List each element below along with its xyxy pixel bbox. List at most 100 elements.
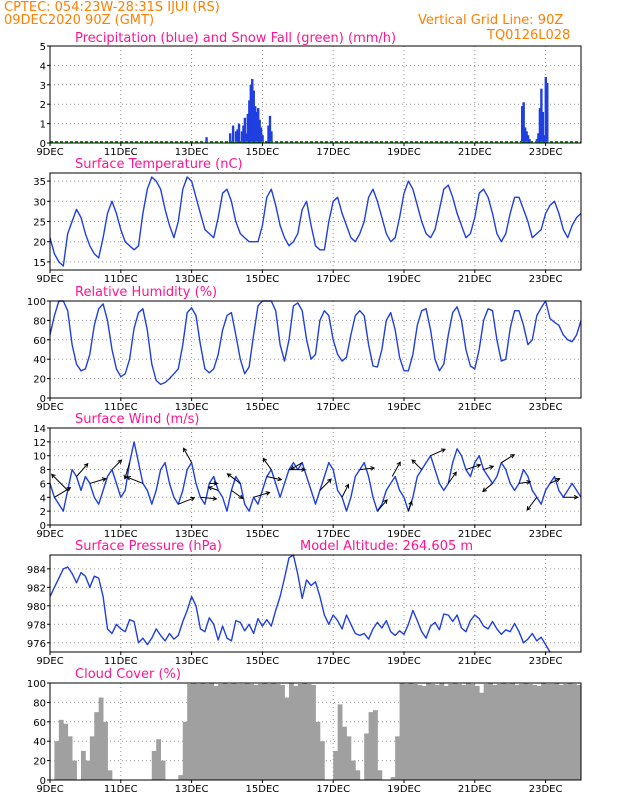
precip-bar-25 — [522, 102, 525, 143]
cloud-bar-111 — [541, 683, 546, 780]
cloud-bar-50 — [271, 683, 277, 780]
wind-arrow-15 — [266, 476, 283, 482]
xtick-label-rh-5: 19DEC — [387, 402, 421, 413]
wind-arrow-6 — [125, 476, 144, 484]
ytick-label-cloud-3: 60 — [33, 718, 46, 729]
precip-bar-4 — [236, 129, 239, 143]
cloud-bar-107 — [523, 683, 529, 780]
xtick-label-rh-7: 23DEC — [529, 402, 563, 413]
xtick-label-pressure-4: 17DEC — [316, 656, 350, 667]
ytick-label-wind-3: 6 — [40, 479, 46, 490]
cloud-bar-102 — [501, 683, 507, 780]
xtick-label-rh-3: 15DEC — [246, 402, 280, 413]
xtick-label-temp-1: 11DEC — [104, 274, 138, 285]
cloud-bar-55 — [293, 685, 299, 780]
cloud-bar-30 — [182, 721, 188, 780]
wind-arrow-28 — [465, 463, 482, 471]
cloud-bar-118 — [572, 683, 577, 780]
cloud-bar-1 — [54, 741, 60, 780]
ytick-label-cloud-2: 40 — [33, 737, 46, 748]
xtick-label-precip-0: 9DEC — [36, 147, 63, 158]
panel-title-cloud: Cloud Cover (%) — [75, 667, 181, 682]
cloud-bar-91 — [452, 683, 458, 780]
cloud-bar-10 — [94, 712, 100, 780]
ytick-label-temp-4: 35 — [33, 177, 46, 188]
wind-arrow-11 — [207, 485, 219, 491]
wind-arrow-19 — [319, 478, 332, 491]
xtick-label-rh-4: 17DEC — [316, 402, 350, 413]
cloud-bar-82 — [412, 683, 418, 780]
xtick-label-rh-2: 13DEC — [175, 402, 209, 413]
wind-arrow-14 — [253, 491, 271, 498]
rh-line — [49, 300, 582, 386]
cloud-bar-117 — [567, 683, 573, 780]
cloud-bar-43 — [240, 683, 246, 780]
xtick-label-wind-2: 13DEC — [175, 529, 209, 540]
wind-arrow-29 — [483, 465, 495, 471]
xtick-label-temp-0: 9DEC — [36, 274, 63, 285]
ytick-label-pressure-3: 982 — [27, 583, 46, 594]
ytick-label-temp-3: 30 — [33, 197, 46, 208]
cloud-bar-87 — [434, 684, 440, 780]
xtick-label-wind-0: 9DEC — [36, 529, 63, 540]
precip-bar-5 — [237, 123, 241, 143]
wind-arrow-35 — [563, 494, 579, 500]
cloud-bar-52 — [280, 684, 285, 780]
header-run-date: 09DEC2020 90Z (GMT) — [4, 13, 155, 28]
wind-arrow-18 — [290, 462, 303, 470]
xtick-label-temp-2: 13DEC — [175, 274, 209, 285]
temp-line — [49, 176, 582, 267]
wind-arrow-22 — [377, 499, 388, 512]
precip-bar-7 — [242, 125, 245, 143]
xtick-label-temp-7: 23DEC — [529, 274, 563, 285]
wind-arrow-16 — [262, 457, 272, 470]
precip-bar-35 — [543, 135, 546, 143]
xtick-label-temp-6: 21DEC — [458, 274, 492, 285]
cloud-bar-12 — [103, 721, 108, 780]
xtick-label-precip-6: 21DEC — [458, 147, 492, 158]
ytick-label-temp-0: 15 — [33, 258, 46, 269]
xtick-label-wind-7: 23DEC — [529, 529, 563, 540]
cloud-bar-41 — [231, 683, 237, 780]
ytick-label-pressure-0: 976 — [27, 639, 46, 650]
header-model-id: TQ0126L028 — [487, 28, 571, 43]
precip-bar-27 — [525, 131, 528, 143]
cloud-bar-110 — [536, 685, 542, 780]
cloud-bar-88 — [439, 683, 445, 780]
cloud-bar-47 — [257, 683, 263, 780]
wind-arrow-24 — [407, 500, 413, 512]
ytick-label-pressure-2: 980 — [27, 602, 46, 613]
ytick-label-wind-7: 14 — [33, 424, 46, 435]
cloud-bar-97 — [479, 692, 485, 780]
cloud-bar-7 — [80, 750, 86, 780]
xtick-label-pressure-0: 9DEC — [36, 656, 63, 667]
precip-bar-16 — [255, 111, 258, 143]
pressure-line — [49, 554, 551, 653]
xtick-label-cloud-3: 15DEC — [246, 784, 280, 795]
panel-title-wind: Surface Wind (m/s) — [75, 412, 199, 427]
ytick-label-cloud-0: 0 — [40, 776, 46, 787]
ytick-label-pressure-4: 984 — [27, 565, 46, 576]
precip-bar-21 — [267, 125, 270, 143]
ytick-label-rh-4: 80 — [33, 316, 46, 327]
wind-arrow-0 — [54, 487, 72, 498]
wind-arrow-9 — [200, 496, 218, 501]
wind-line — [49, 441, 582, 512]
precip-bar-11 — [248, 100, 251, 143]
panel-annotation-pressure: Model Altitude: 264.605 m — [300, 539, 473, 554]
cloud-bar-104 — [510, 683, 516, 780]
frame-rh — [49, 300, 582, 399]
wind-arrow-17 — [288, 467, 306, 472]
cloud-bar-98 — [483, 683, 489, 780]
xtick-label-precip-3: 15DEC — [246, 147, 280, 158]
cloud-bar-96 — [474, 685, 480, 780]
header-station: CPTEC: 054:23W-28:31S IJUI (RS) — [4, 0, 220, 15]
cloud-bar-89 — [443, 685, 449, 780]
cloud-bar-93 — [461, 684, 467, 780]
cloud-bar-24 — [156, 739, 162, 780]
wind-arrow-26 — [430, 448, 446, 457]
xtick-label-rh-1: 11DEC — [104, 402, 138, 413]
xtick-label-cloud-2: 13DEC — [175, 784, 209, 795]
ytick-label-wind-5: 10 — [33, 452, 46, 463]
wind-arrow-12 — [231, 489, 244, 499]
